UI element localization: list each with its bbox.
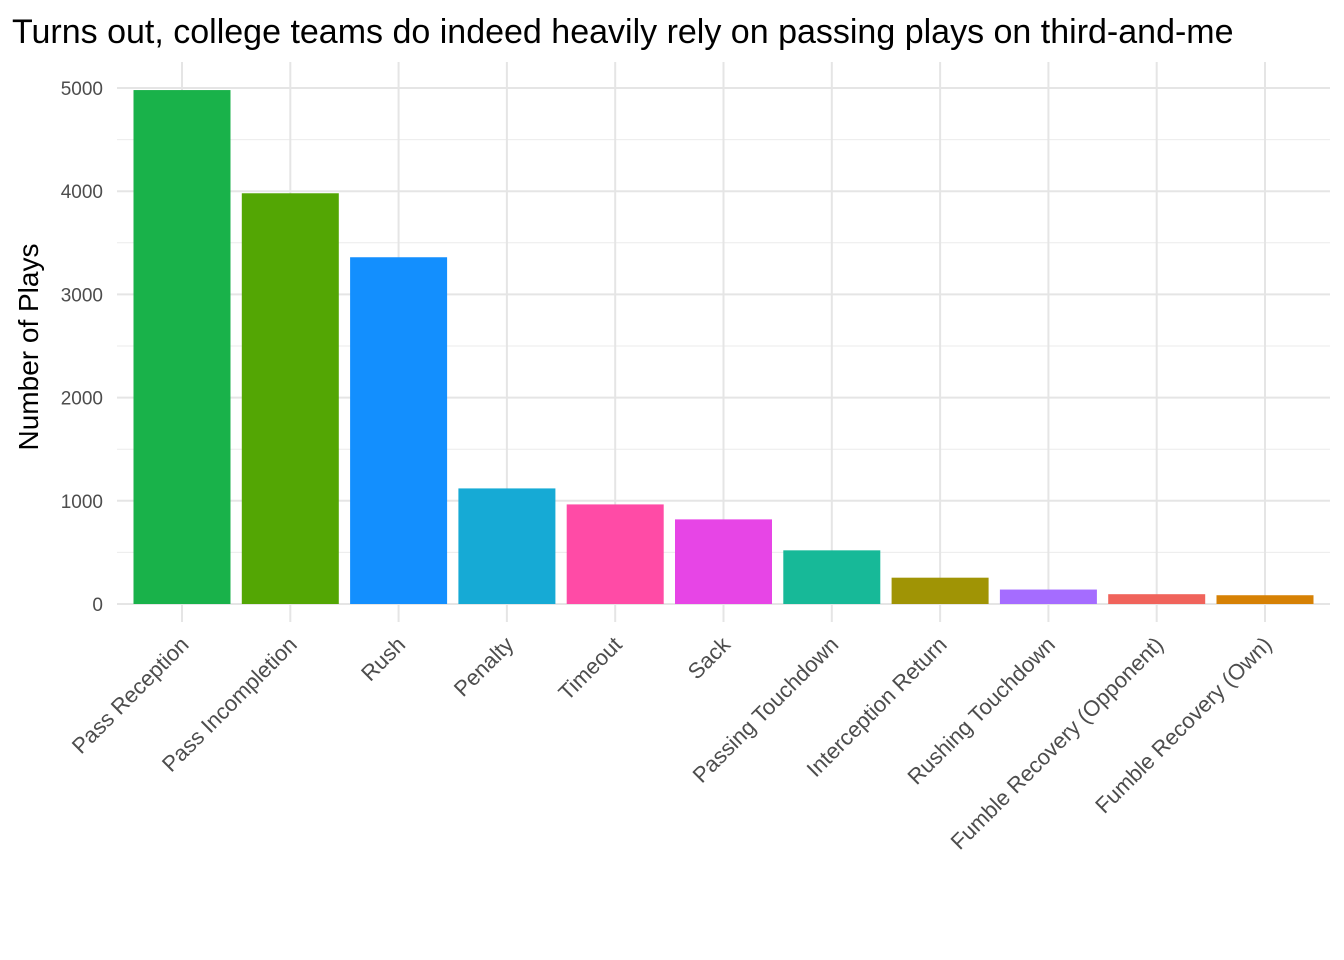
bar-rushing-touchdown [999, 589, 1097, 604]
x-tick-label: Penalty [449, 632, 519, 702]
bars [133, 90, 1314, 605]
x-tick-label: Rush [356, 632, 410, 686]
chart-title: Turns out, college teams do indeed heavi… [12, 13, 1234, 51]
bar-fumble-recovery-own [1216, 595, 1314, 604]
x-tick-label: Pass Reception [67, 632, 194, 759]
y-tick-label: 3000 [61, 285, 103, 306]
y-axis-ticks: 0 1000 2000 3000 4000 5000 [61, 79, 103, 616]
bar-pass-reception [133, 90, 231, 604]
bar-passing-touchdown [783, 550, 881, 604]
y-tick-label: 0 [92, 595, 103, 616]
bar-pass-incompletion [241, 193, 339, 605]
x-tick-label: Timeout [553, 632, 626, 705]
bar-fumble-recovery-opponent [1108, 594, 1206, 604]
x-tick-label: Fumble Recovery (Opponent) [946, 632, 1169, 855]
y-tick-label: 5000 [61, 79, 103, 100]
bar-interception-return [891, 577, 989, 604]
bar-rush [350, 257, 448, 604]
y-tick-label: 4000 [61, 182, 103, 203]
bar-sack [675, 519, 772, 604]
x-tick-label: Sack [683, 631, 736, 684]
y-axis-title: Number of Plays [13, 244, 44, 451]
bar-penalty [458, 488, 556, 604]
y-tick-label: 1000 [61, 492, 103, 513]
y-tick-label: 2000 [61, 389, 103, 410]
bar-timeout [566, 504, 664, 604]
x-tick-label: Fumble Recovery (Own) [1090, 632, 1276, 818]
